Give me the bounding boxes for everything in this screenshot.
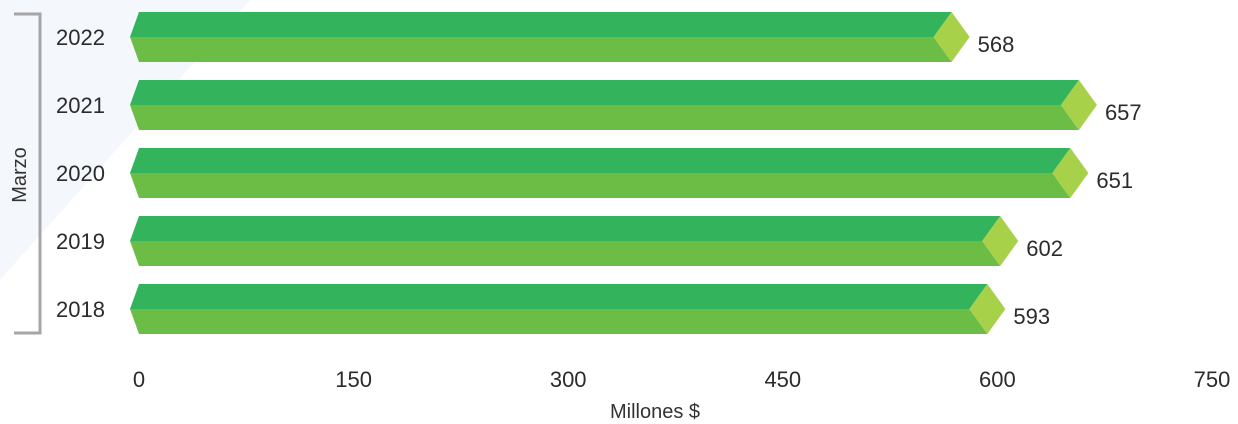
bar-tip: [933, 12, 970, 62]
bar-face-top: [130, 216, 1001, 241]
bar-face-top: [130, 12, 952, 37]
x-tick-label: 0: [133, 367, 145, 392]
bar-face-bottom: [130, 309, 988, 334]
bar-face-top: [130, 284, 988, 309]
data-label: 651: [1096, 168, 1133, 193]
bar-face-top: [130, 148, 1071, 173]
x-tick-label: 450: [764, 367, 801, 392]
bar-face-bottom: [130, 37, 952, 62]
bar-face-top: [130, 80, 1079, 105]
category-label: 2022: [56, 25, 105, 50]
bar-tip: [1060, 80, 1097, 130]
y-axis-title: Marzo: [9, 147, 31, 203]
category-bracket: [14, 12, 42, 335]
x-tick-label: 750: [1194, 367, 1231, 392]
background-accent: [0, 0, 250, 280]
bar-tip: [969, 284, 1006, 334]
bar-tip: [982, 216, 1019, 266]
category-label: 2021: [56, 93, 105, 118]
bar-2018: 2018 593: [56, 284, 1050, 334]
category-label: 2019: [56, 229, 105, 254]
data-label: 593: [1013, 304, 1050, 329]
category-label: 2020: [56, 161, 105, 186]
x-axis-title: Millones $: [610, 401, 700, 423]
x-tick-label: 300: [550, 367, 587, 392]
bar-face-bottom: [130, 241, 1001, 266]
bar-face-bottom: [130, 173, 1071, 198]
data-label: 568: [978, 32, 1015, 57]
x-tick-label: 600: [979, 367, 1016, 392]
x-axis-ticks: 0 150 300 450 600 750: [133, 367, 1230, 392]
data-label: 657: [1105, 100, 1142, 125]
data-label: 602: [1026, 236, 1063, 261]
x-tick-label: 150: [335, 367, 372, 392]
bar-tip: [1052, 148, 1089, 198]
bar-2020: 2020 651: [56, 148, 1133, 198]
bar-face-bottom: [130, 105, 1079, 130]
bar-2021: 2021 657: [56, 80, 1142, 130]
bar-2022: 2022 568: [56, 12, 1014, 62]
bar-2019: 2019 602: [56, 216, 1063, 266]
category-label: 2018: [56, 297, 105, 322]
bars-group: 2022 568 2021 657 2020 651 2019 602 2018 593: [56, 12, 1142, 334]
